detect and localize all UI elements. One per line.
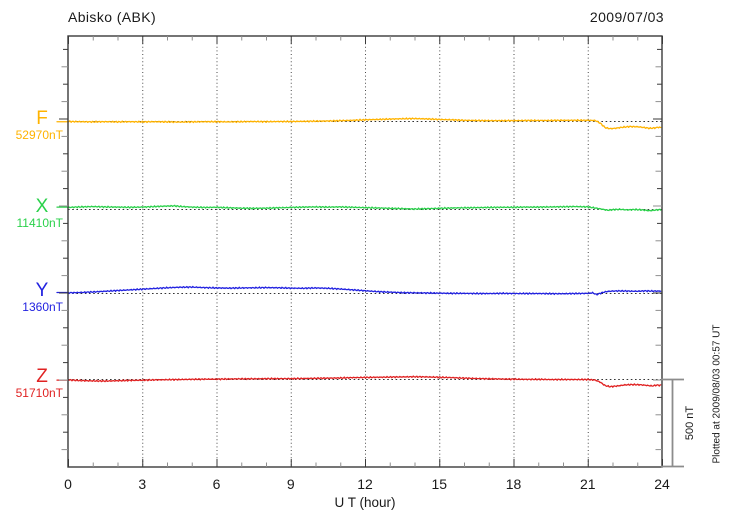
x-tick-label-9: 9: [287, 476, 295, 492]
x-tick-labels: 0 3 6 9 12 15 18 21 24: [64, 476, 670, 492]
x-axis-ticks: [68, 36, 663, 467]
trace-X: [56, 204, 662, 212]
x-tick-label-12: 12: [357, 476, 373, 492]
x-tick-label-6: 6: [213, 476, 221, 492]
series-baseline-value-Y: 1360nT: [22, 300, 63, 314]
scale-bar: [661, 378, 684, 468]
traces: [56, 117, 662, 388]
x-axis-label: U T (hour): [334, 495, 396, 510]
x-tick-label-3: 3: [138, 476, 146, 492]
x-tick-label-0: 0: [64, 476, 72, 492]
x-tick-label-15: 15: [431, 476, 447, 492]
series-label-X: X: [36, 196, 49, 217]
series-baseline-value-F: 52970nT: [16, 128, 64, 142]
y-axis-ticks: [59, 48, 662, 451]
x-tick-label-24: 24: [654, 476, 670, 492]
baselines: [68, 121, 662, 380]
series-label-F: F: [36, 108, 48, 129]
trace-Z: [56, 375, 662, 388]
trace-F: [56, 117, 662, 130]
series-baseline-value-Z: 51710nT: [16, 386, 64, 400]
x-tick-label-18: 18: [506, 476, 522, 492]
x-tick-label-21: 21: [580, 476, 596, 492]
trace-Y: [56, 285, 662, 296]
series-label-Z: Z: [36, 366, 48, 387]
plot-date: 2009/07/03: [589, 9, 664, 25]
series-label-Y: Y: [36, 280, 49, 301]
plotted-at-note: Plotted at 2009/08/03 00:57 UT: [711, 324, 723, 464]
plot-border: [67, 35, 663, 468]
series-baseline-value-X: 11410nT: [17, 216, 64, 230]
gridlines: [142, 36, 589, 467]
scale-bar-label: 500 nT: [684, 405, 696, 441]
station-title: Abisko (ABK): [68, 9, 157, 25]
